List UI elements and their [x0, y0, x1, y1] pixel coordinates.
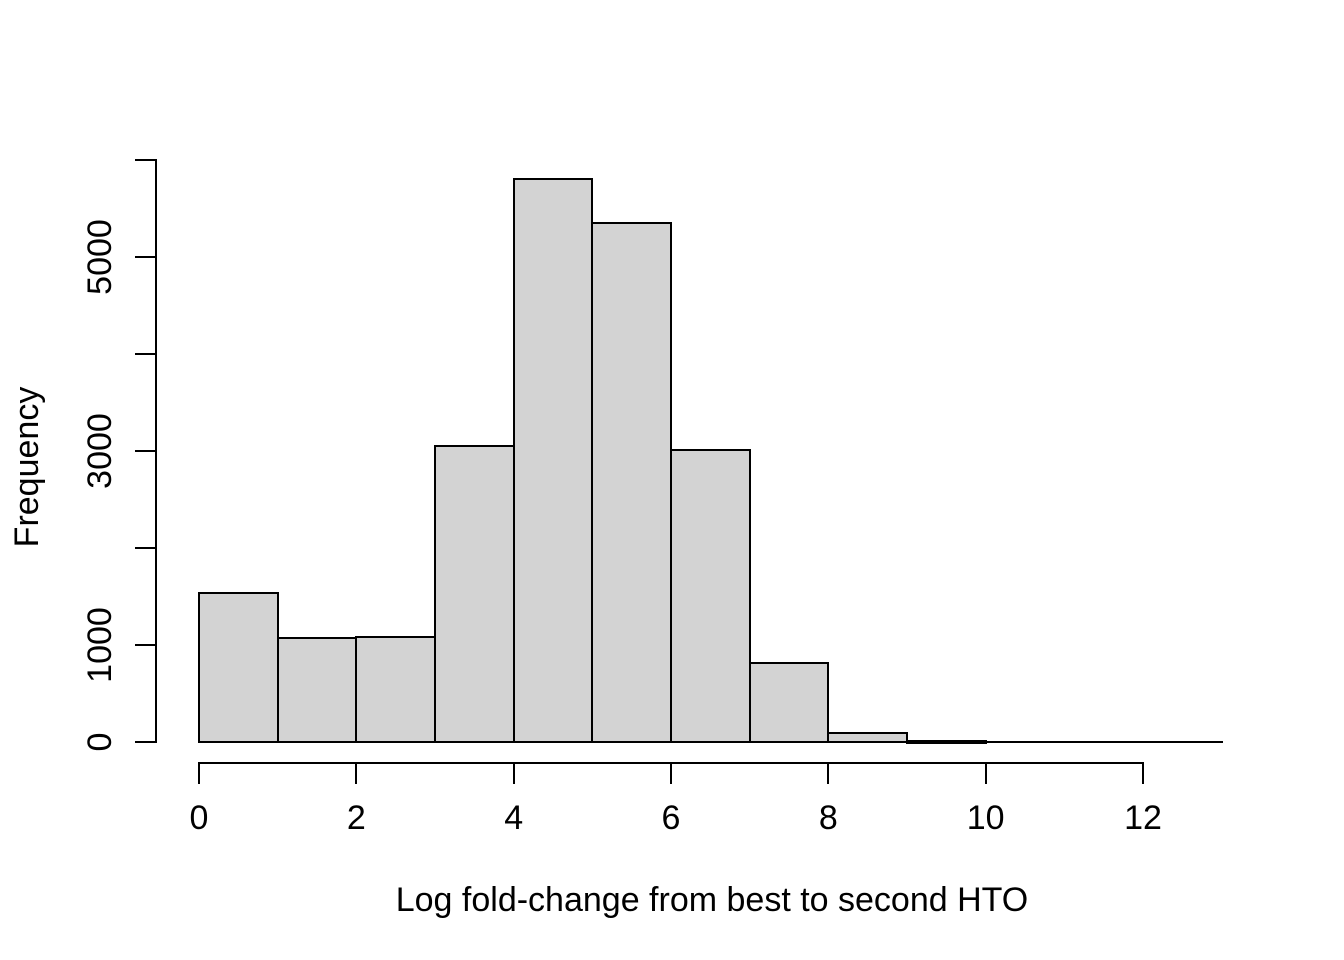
y-tick-label: 5000	[81, 219, 119, 295]
y-tick	[135, 450, 155, 452]
y-tick-label: 3000	[81, 413, 119, 489]
histogram-bar	[670, 449, 751, 743]
x-tick	[984, 764, 987, 784]
x-axis-title: Log fold-change from best to second HTO	[395, 881, 1029, 919]
x-tick-label: 2	[346, 799, 366, 837]
x-tick	[355, 764, 358, 784]
x-tick-label: 12	[1124, 799, 1162, 837]
x-tick-label: 6	[661, 799, 681, 837]
x-tick-label: 4	[504, 799, 524, 837]
y-tick	[135, 353, 155, 355]
x-tick-label: 0	[189, 799, 209, 837]
histogram-bar	[355, 636, 436, 743]
x-tick-label: 8	[818, 799, 838, 837]
y-axis-line	[155, 159, 157, 743]
x-axis-line	[198, 762, 1145, 764]
histogram-bar	[591, 222, 672, 743]
y-tick	[135, 644, 155, 646]
histogram-bar	[512, 178, 594, 743]
x-tick	[512, 764, 515, 784]
y-tick	[135, 741, 155, 743]
histogram-bar	[276, 637, 358, 743]
y-tick	[135, 159, 155, 161]
x-tick-label: 10	[966, 799, 1005, 837]
x-tick	[1142, 764, 1145, 784]
x-tick	[670, 764, 673, 784]
x-tick	[198, 764, 200, 784]
y-tick-label: 0	[81, 732, 119, 752]
y-axis-title: Frequency	[8, 386, 46, 548]
y-tick-label: 1000	[81, 607, 119, 683]
x-tick	[827, 764, 830, 784]
histogram-bar	[748, 662, 830, 743]
histogram-bar	[434, 445, 515, 743]
y-tick	[135, 256, 155, 258]
histogram-bar	[198, 591, 279, 743]
y-tick	[135, 547, 155, 549]
histogram-baseline	[198, 741, 1223, 743]
